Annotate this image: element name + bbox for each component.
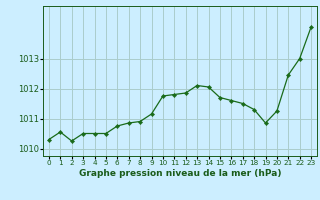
- X-axis label: Graphe pression niveau de la mer (hPa): Graphe pression niveau de la mer (hPa): [79, 169, 281, 178]
